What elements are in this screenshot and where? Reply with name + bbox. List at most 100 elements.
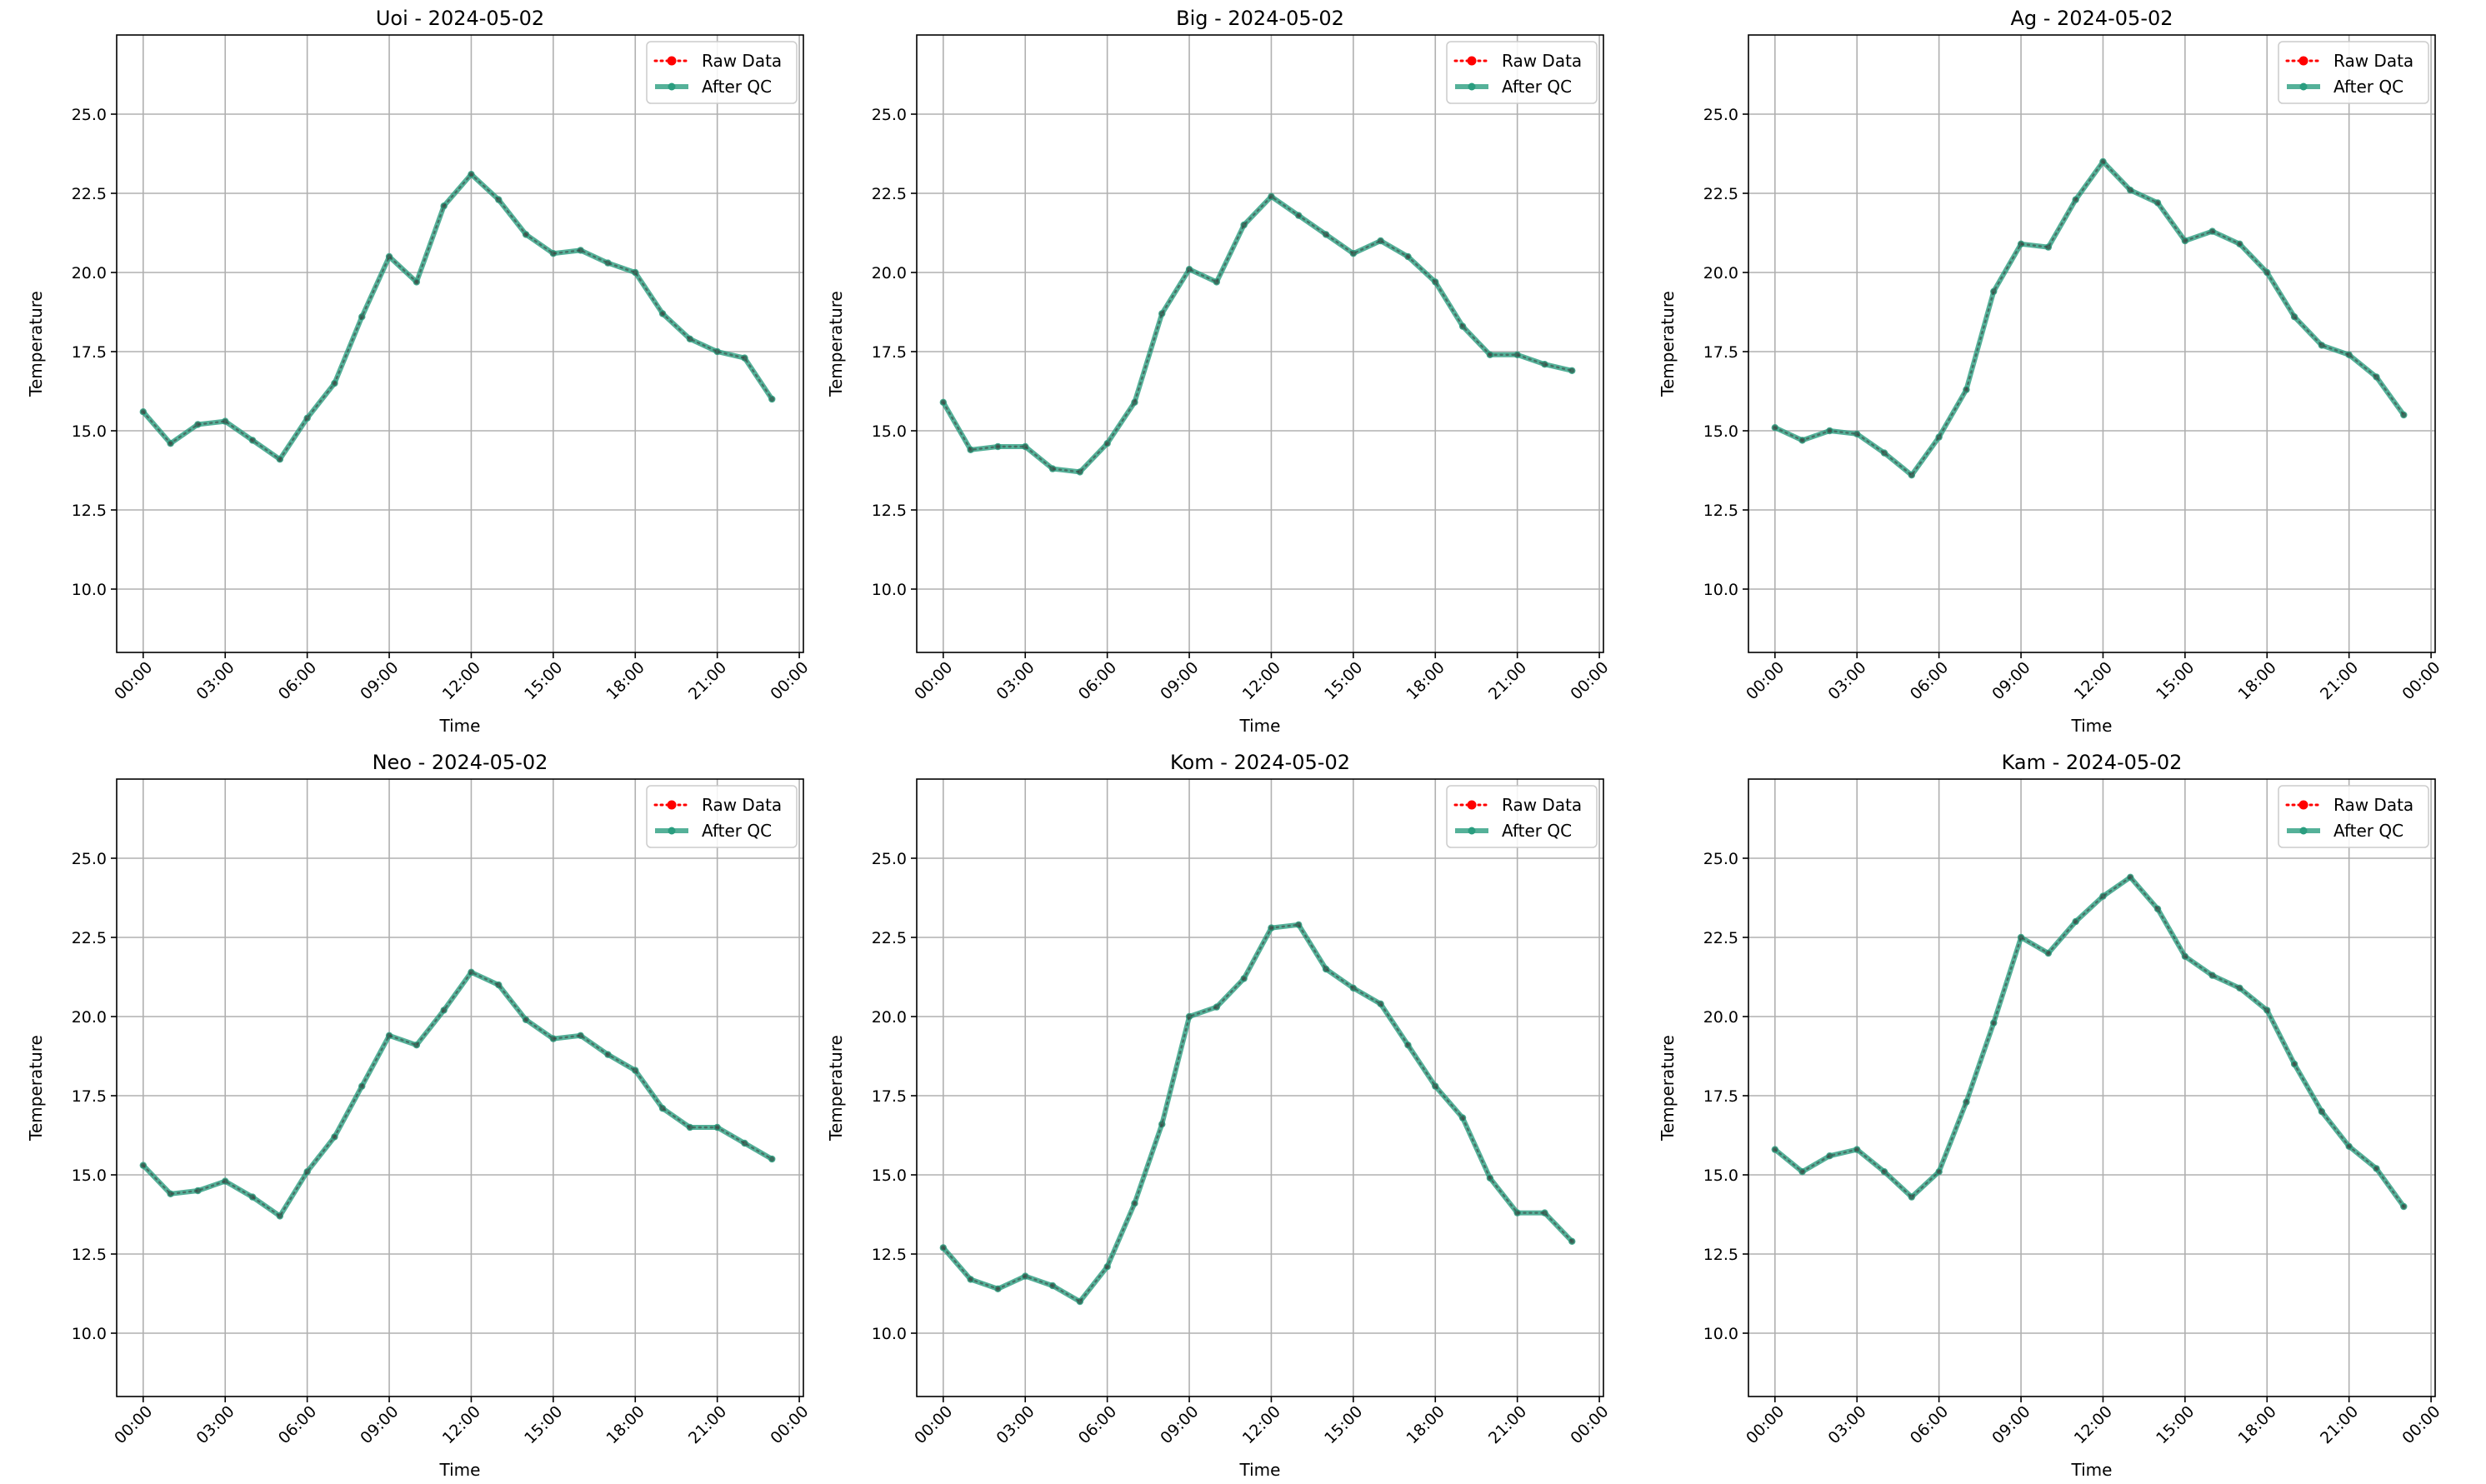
data-point-raw-data [1433,1083,1438,1089]
legend: Raw Data After QC [1446,41,1598,104]
x-tick-label: 12:00 [439,658,484,703]
series-raw-data [1772,874,2407,1209]
data-point-raw-data [769,1157,775,1162]
data-point-raw-data [2346,1143,2352,1149]
y-axis-label: Temperature [1658,291,1678,397]
y-tick-label: 25.0 [872,850,907,868]
y-axis-label: Temperature [26,1035,46,1142]
data-point-raw-data [523,232,529,237]
legend-marker-raw-data [667,56,677,66]
data-point-raw-data [2073,197,2078,202]
data-point-raw-data [605,1052,611,1057]
data-point-raw-data [1514,352,1520,357]
x-tick-label: 03:00 [993,1402,1038,1447]
data-point-raw-data [2128,187,2133,193]
data-point-raw-data [441,1007,447,1013]
y-tick-label: 20.0 [72,1008,107,1027]
y-tick-label: 17.5 [872,1087,907,1106]
y-tick-label: 22.5 [1703,929,1738,947]
y-tick-label: 10.0 [1703,581,1738,599]
y-tick-label: 15.0 [72,1167,107,1185]
data-point-raw-data [1882,450,1888,456]
data-point-raw-data [2182,238,2188,243]
data-point-raw-data [2346,352,2352,357]
x-tick-label: 18:00 [2235,1402,2280,1447]
data-point-raw-data [995,444,1001,449]
x-tick-label: 15:00 [1321,658,1366,703]
axes-frame [116,34,804,653]
data-point-raw-data [332,1134,338,1140]
y-tick-label: 25.0 [72,106,107,124]
data-point-raw-data [1460,323,1466,329]
y-tick-label: 22.5 [872,185,907,203]
y-tick-label: 20.0 [1703,264,1738,282]
x-tick-label: 00:00 [111,1402,156,1447]
y-tick-label: 17.5 [872,343,907,362]
y-tick-label: 10.0 [872,1325,907,1343]
legend-marker-after-qc [2299,82,2308,91]
legend-marker-raw-data [667,800,677,810]
data-point-raw-data [195,1188,201,1193]
x-tick-label: 21:00 [2317,658,2362,703]
x-tick-label: 21:00 [685,658,730,703]
data-point-raw-data [1405,1042,1411,1048]
data-point-raw-data [359,1083,365,1089]
legend-label-raw-data: Raw Data [1502,795,1582,815]
data-point-raw-data [359,314,365,320]
data-point-raw-data [633,270,638,275]
data-point-raw-data [1460,1115,1466,1121]
subplot-4: 10.0 12.5 15.0 17.5 20.0 22.5 25.0 00:00 03:00 06… [26,751,813,1480]
x-tick-label: 21:00 [685,1402,730,1447]
data-point-raw-data [304,1169,310,1175]
data-point-raw-data [1908,472,1914,478]
data-point-raw-data [168,1191,173,1197]
x-tick-label: 00:00 [1567,1402,1612,1447]
y-tick-label: 22.5 [72,185,107,203]
data-point-raw-data [1542,1210,1548,1216]
y-tick-label: 20.0 [1703,1008,1738,1027]
series-line-raw-data [142,971,773,1218]
data-point-raw-data [1936,434,1942,440]
data-point-raw-data [468,172,474,177]
x-tick-label: 06:00 [1907,1402,1952,1447]
y-tick-label: 17.5 [72,1087,107,1106]
legend-label-after-qc: After QC [702,821,772,841]
data-point-raw-data [1296,212,1302,218]
data-point-raw-data [1542,362,1548,367]
data-point-raw-data [940,399,946,405]
x-tick-label: 12:00 [2071,1402,2116,1447]
x-axis-label: Time [1239,1460,1281,1480]
subplot-title: Kom - 2024-05-02 [1170,751,1350,774]
data-point-raw-data [769,397,775,402]
data-point-raw-data [968,447,973,452]
legend-marker-after-qc [668,82,676,91]
plot-area [117,779,803,1397]
legend-label-after-qc: After QC [1502,821,1572,841]
y-axis-label: Temperature [1658,1035,1678,1142]
x-tick-label: 06:00 [275,1402,320,1447]
legend-marker-raw-data [1467,800,1477,810]
data-point-raw-data [633,1067,638,1073]
x-tick-label: 00:00 [1743,1402,1788,1447]
data-point-raw-data [1772,425,1778,431]
data-point-raw-data [413,279,419,285]
series-line-raw-data [1773,876,2405,1208]
y-tick-label: 25.0 [72,850,107,868]
series-line-raw-data [142,172,773,461]
data-point-raw-data [660,1106,666,1112]
x-tick-label: 03:00 [993,658,1038,703]
y-tick-label: 20.0 [872,264,907,282]
data-point-raw-data [1936,1169,1942,1175]
data-point-raw-data [2182,953,2188,959]
data-point-raw-data [2073,919,2078,924]
x-tick-label: 00:00 [1743,658,1788,703]
y-tick-label: 12.5 [72,1246,107,1264]
data-point-raw-data [2128,874,2133,880]
x-tick-label: 00:00 [767,658,812,703]
data-point-raw-data [2292,314,2298,320]
x-tick-label: 06:00 [1075,658,1120,703]
x-tick-label: 03:00 [1824,658,1869,703]
series-raw-data [940,193,1575,475]
data-point-raw-data [995,1286,1001,1292]
data-point-raw-data [1050,1283,1056,1288]
